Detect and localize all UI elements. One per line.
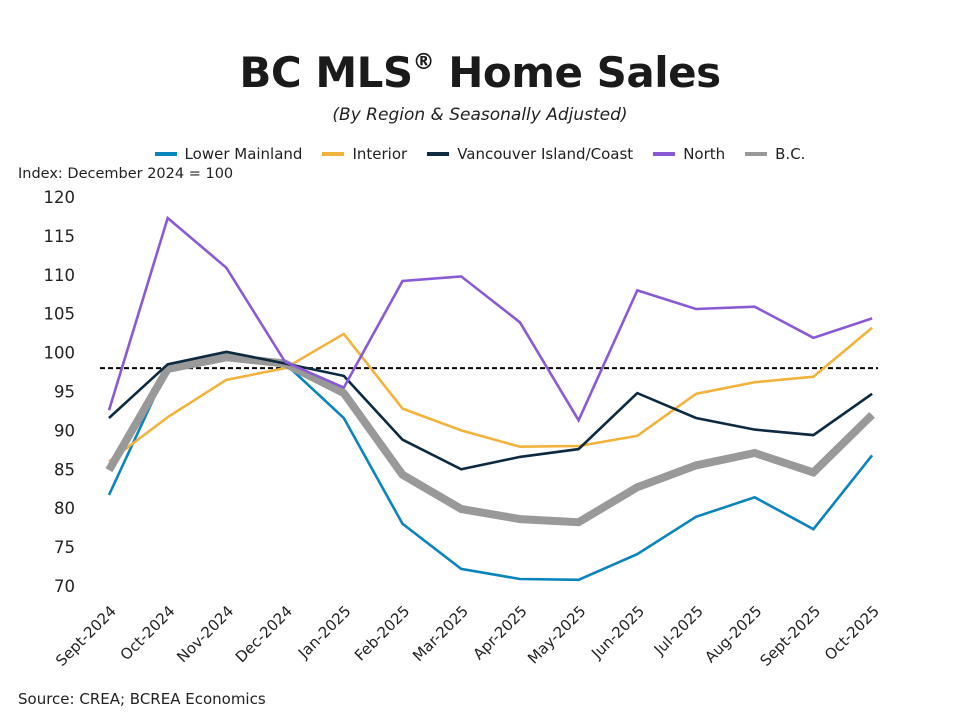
chart-title-text: BC MLS (239, 48, 413, 97)
legend-label: B.C. (775, 145, 806, 163)
series-line-north (107, 215, 873, 424)
chart-subtitle: (By Region & Seasonally Adjusted) (332, 105, 628, 125)
legend-label: Vancouver Island/Coast (457, 145, 634, 163)
x-tick-label: Oct-2024 (117, 602, 179, 664)
y-tick-label: 105 (44, 305, 76, 324)
x-tick-label: Jul-2025 (650, 602, 707, 659)
x-tick-label: Sept-2024 (52, 602, 120, 670)
chart-title-rest: Home Sales (434, 48, 721, 97)
x-tick-label: May-2025 (524, 602, 589, 667)
registered-mark: ® (412, 50, 435, 75)
series-lines (105, 215, 875, 582)
legend-swatch-interior (322, 152, 345, 156)
legend-item-lower-mainland: Lower Mainland (154, 145, 303, 163)
legend-item-north: North (653, 145, 725, 163)
x-tick-label: Feb-2025 (351, 602, 413, 664)
y-tick-label: 110 (44, 266, 76, 285)
legend-label: Interior (352, 145, 408, 163)
y-tick-label: 120 (44, 188, 76, 207)
series-line-lower-mainland (107, 352, 874, 582)
legend-label: North (683, 145, 726, 163)
y-tick-label: 80 (54, 499, 75, 518)
series-line-vancouver-island-coast (108, 350, 873, 471)
y-tick-label: 115 (44, 227, 76, 246)
x-tick-label: Nov-2024 (173, 602, 237, 666)
x-tick-label: Dec-2024 (232, 602, 296, 666)
x-tick-label: Jan-2025 (294, 602, 355, 663)
x-tick-label: Oct-2025 (821, 602, 883, 664)
y-axis-label: Index: December 2024 = 100 (18, 166, 234, 182)
legend-swatch-bc (745, 152, 768, 156)
y-axis: 120 115 110 105 100 95 90 85 80 75 70 (44, 188, 76, 596)
legend-swatch-north (653, 152, 676, 156)
legend-swatch-vancouver-island (427, 152, 450, 156)
chart-title: BC MLS® Home Sales (0, 48, 960, 97)
legend-swatch-lower-mainland (154, 152, 177, 156)
y-tick-label: 90 (54, 421, 75, 440)
y-tick-label: 85 (54, 460, 75, 479)
y-tick-label: 100 (44, 344, 76, 363)
y-tick-label: 95 (54, 383, 75, 402)
source-note: Source: CREA; BCREA Economics (18, 690, 266, 708)
legend-item-vancouver-island: Vancouver Island/Coast (427, 145, 633, 163)
legend-item-interior: Interior (322, 145, 407, 163)
series-line-b-c (105, 353, 875, 527)
y-tick-label: 70 (54, 577, 75, 596)
x-tick-label: Apr-2025 (470, 602, 531, 663)
x-axis: Sept-2024Oct-2024Nov-2024Dec-2024Jan-202… (52, 602, 883, 670)
legend: Lower Mainland Interior Vancouver Island… (0, 145, 960, 163)
legend-item-bc: B.C. (745, 145, 805, 163)
x-tick-label: Jun-2025 (587, 602, 648, 663)
legend-label: Lower Mainland (184, 145, 303, 163)
series-line-interior (108, 326, 873, 463)
x-tick-label: Mar-2025 (409, 602, 472, 665)
y-tick-label: 75 (54, 538, 75, 557)
x-tick-label: Sept-2025 (757, 602, 825, 670)
